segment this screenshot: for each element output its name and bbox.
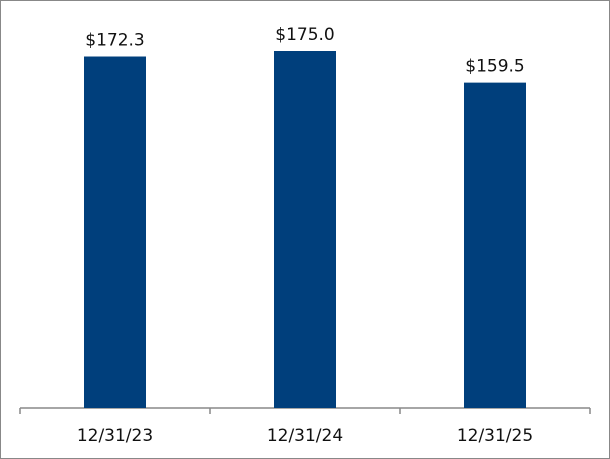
bar [464,82,526,409]
bar [84,56,146,409]
x-tick-label: 12/31/25 [457,426,533,446]
value-label: $175.0 [275,25,334,45]
x-tick-label: 12/31/23 [77,426,153,446]
value-label: $172.3 [85,31,144,51]
bar [274,51,336,408]
x-tick-label: 12/31/24 [267,426,343,446]
value-label: $159.5 [465,57,524,77]
